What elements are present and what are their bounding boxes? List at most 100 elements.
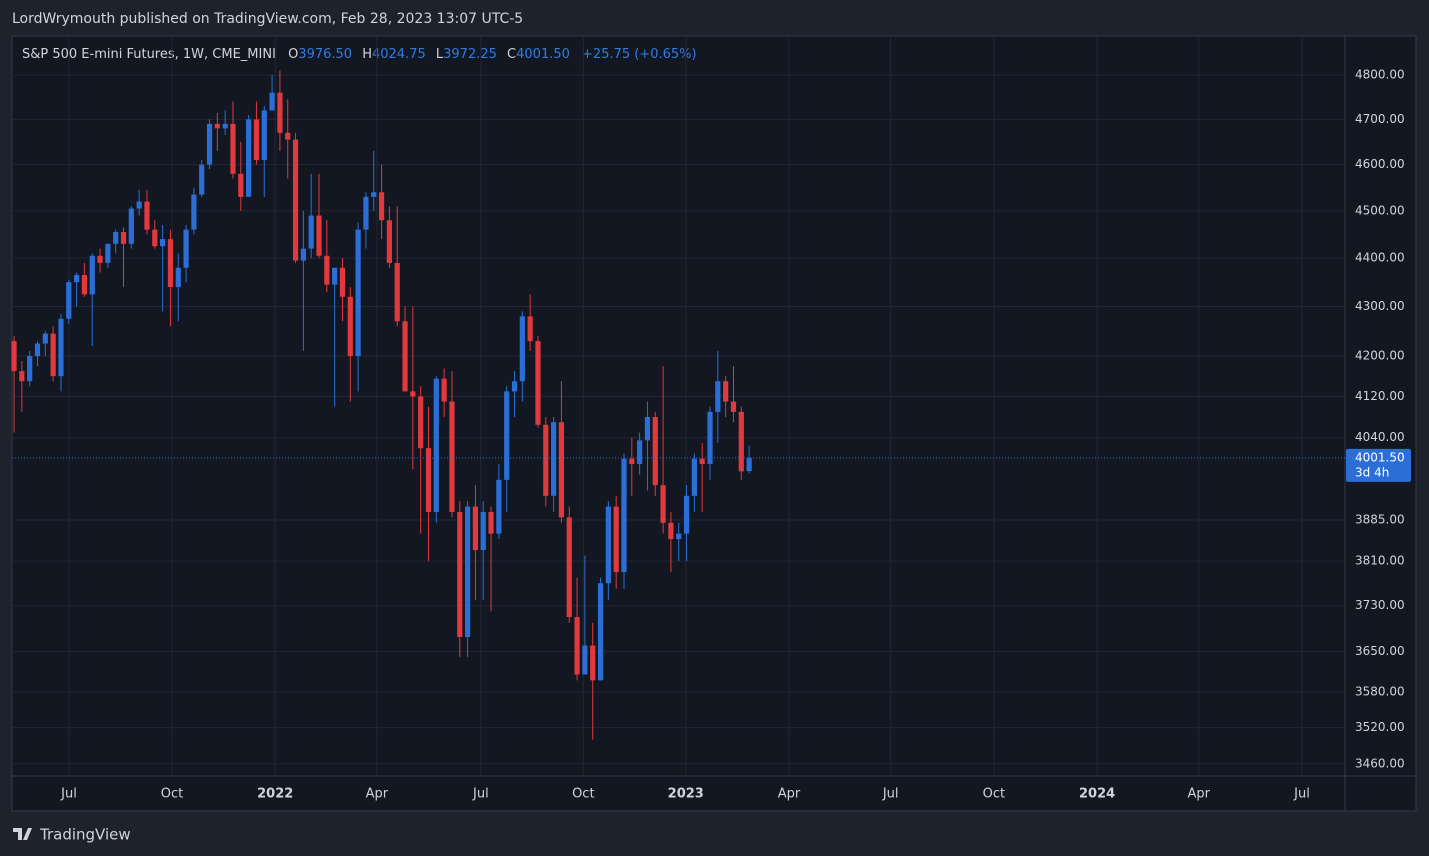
candle-body — [590, 645, 596, 681]
y-tick-label: 4800.00 — [1355, 68, 1405, 82]
candle-body — [683, 495, 690, 534]
x-tick-label: 2024 — [1079, 787, 1115, 802]
x-tick-label: Oct — [161, 787, 183, 802]
candle-body — [152, 229, 158, 247]
candle-body — [316, 215, 322, 256]
candle-body — [206, 123, 213, 165]
candle-body — [81, 274, 88, 295]
x-tick-label: Jul — [1293, 787, 1310, 802]
y-tick-label: 3885.00 — [1355, 513, 1405, 527]
candle-body — [566, 517, 572, 618]
candle-body — [605, 506, 611, 584]
chart-frame — [11, 35, 1417, 812]
candle-body — [347, 296, 353, 357]
candle-body — [582, 645, 588, 675]
last-price-label: 4001.50 — [1355, 450, 1405, 464]
y-tick-label: 3730.00 — [1355, 598, 1405, 612]
last-price-box — [1346, 448, 1411, 482]
candle-body — [457, 511, 463, 637]
change: +25.75 (+0.65%) — [582, 47, 697, 62]
x-tick-label: Oct — [983, 787, 1005, 802]
candle-body — [378, 192, 385, 221]
candle-body — [715, 381, 721, 412]
candle-body — [42, 333, 48, 344]
x-tick-label: Jul — [882, 787, 899, 802]
candle-body — [214, 123, 220, 129]
y-tick-label: 4040.00 — [1355, 430, 1405, 444]
candle-body — [410, 391, 416, 397]
candle-body — [363, 196, 369, 230]
candle-body — [551, 422, 557, 496]
x-tick-label: Apr — [778, 787, 801, 802]
candle-body — [496, 479, 502, 534]
candle-body — [246, 119, 252, 197]
x-tick-label: Jul — [60, 787, 77, 802]
candle-body — [253, 119, 260, 161]
c-label: C — [507, 47, 516, 62]
x-tick-label: Apr — [366, 787, 389, 802]
candle-body — [644, 417, 651, 441]
candle-body — [11, 341, 17, 372]
candle-body — [371, 192, 377, 197]
candle-body — [230, 123, 236, 174]
legend: S&P 500 E-mini Futures, 1W, CME_MINI O39… — [22, 47, 697, 62]
candle-body — [441, 378, 447, 402]
candle-body — [535, 341, 541, 425]
h-value: 4024.75 — [372, 47, 426, 62]
candle-body — [597, 583, 604, 681]
candle-body — [621, 458, 627, 573]
candle-body — [175, 267, 181, 288]
publish-info: LordWrymouth published on TradingView.co… — [12, 11, 523, 27]
candle-body — [120, 232, 127, 244]
candle-body — [660, 485, 666, 523]
grid — [12, 36, 1345, 776]
candle-body — [504, 391, 510, 480]
y-tick-label: 4500.00 — [1355, 203, 1405, 217]
candle-body — [261, 110, 267, 161]
candle-body — [58, 318, 64, 377]
l-value: 3972.25 — [443, 47, 497, 62]
candle-body — [433, 378, 439, 512]
candle-body — [652, 417, 658, 486]
x-tick-label: 2022 — [257, 787, 293, 802]
candle-body — [73, 274, 80, 283]
y-tick-label: 3580.00 — [1355, 685, 1405, 699]
candle-body — [292, 139, 299, 261]
y-tick-label: 4120.00 — [1355, 389, 1405, 403]
candle-body — [746, 457, 752, 472]
candle-body — [730, 401, 737, 412]
o-label: O — [288, 47, 298, 62]
candle-body — [691, 458, 697, 496]
x-tick-label: Apr — [1188, 787, 1211, 802]
y-tick-label: 3520.00 — [1355, 720, 1405, 734]
candle-body — [676, 533, 682, 540]
logo: TradingView — [13, 826, 131, 844]
candle-body — [723, 381, 729, 402]
candle-body — [699, 458, 705, 464]
candle-body — [386, 220, 392, 263]
candle-body — [332, 267, 338, 285]
candle-body — [527, 316, 533, 342]
candle-body — [160, 239, 166, 247]
candle-body — [269, 92, 275, 111]
candle-body — [637, 440, 643, 464]
candle-body — [238, 173, 244, 197]
candle-body — [488, 511, 494, 534]
y-tick-label: 4600.00 — [1355, 157, 1405, 171]
h-label: H — [362, 47, 372, 62]
candle-body — [394, 262, 400, 322]
candle-body — [199, 164, 205, 195]
candle-body — [480, 511, 486, 551]
candle-body — [285, 132, 291, 140]
y-tick-label: 3650.00 — [1355, 644, 1405, 658]
y-tick-label: 4300.00 — [1355, 299, 1405, 313]
candle-body — [34, 343, 41, 357]
candle-body — [277, 92, 283, 133]
candle-body — [668, 522, 674, 540]
candle-body — [472, 506, 479, 551]
y-tick-label: 3460.00 — [1355, 756, 1405, 770]
candle-body — [144, 201, 150, 230]
candle-body — [558, 422, 565, 518]
brand: TradingView — [39, 826, 131, 844]
